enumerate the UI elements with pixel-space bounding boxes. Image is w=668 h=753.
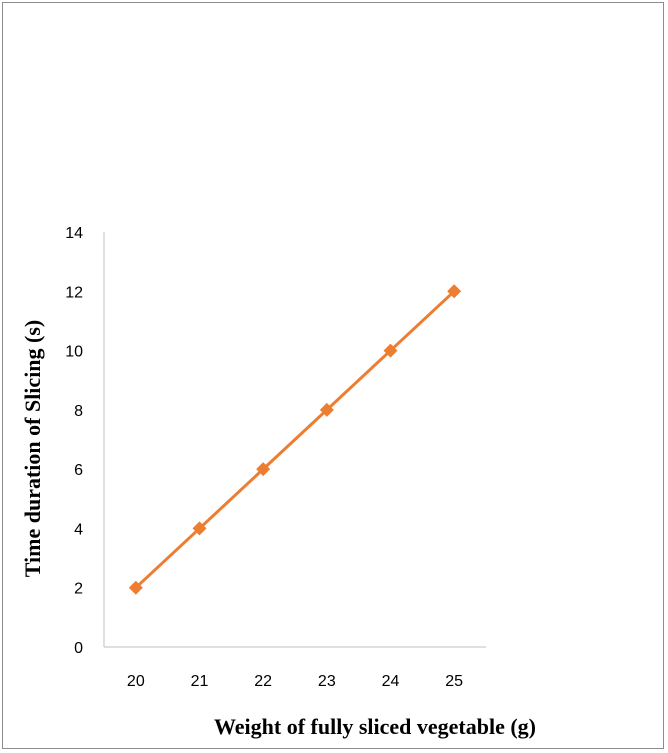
y-axis-title: Time duration of Slicing (s) — [20, 320, 45, 578]
series-line — [134, 290, 456, 589]
x-tick-label: 25 — [445, 673, 463, 690]
y-tick-label: 12 — [65, 284, 83, 301]
y-tick-labels: 0 2 4 6 8 10 12 14 — [65, 225, 83, 657]
x-tick-label: 24 — [382, 673, 400, 690]
x-tick-label: 21 — [191, 673, 209, 690]
y-tick-label: 8 — [74, 403, 83, 420]
data-point-marker — [128, 580, 143, 595]
y-tick-label: 2 — [74, 581, 83, 598]
axes — [103, 232, 486, 648]
data-point-marker — [319, 402, 334, 417]
series-layer — [128, 284, 462, 595]
y-tick-label: 10 — [65, 344, 83, 361]
data-point-marker — [256, 462, 271, 477]
data-point-marker — [383, 343, 398, 358]
data-point-marker — [447, 284, 462, 299]
x-tick-label: 20 — [127, 673, 145, 690]
y-tick-label: 6 — [74, 462, 83, 479]
x-tick-labels: 20 21 22 23 24 25 — [127, 673, 463, 690]
y-tick-label: 0 — [74, 640, 83, 657]
x-tick-label: 22 — [254, 673, 272, 690]
data-point-marker — [192, 521, 207, 536]
x-tick-label: 23 — [318, 673, 336, 690]
x-axis-title: Weight of fully sliced vegetable (g) — [214, 714, 536, 739]
y-tick-label: 4 — [74, 521, 83, 538]
y-tick-label: 14 — [65, 225, 83, 242]
